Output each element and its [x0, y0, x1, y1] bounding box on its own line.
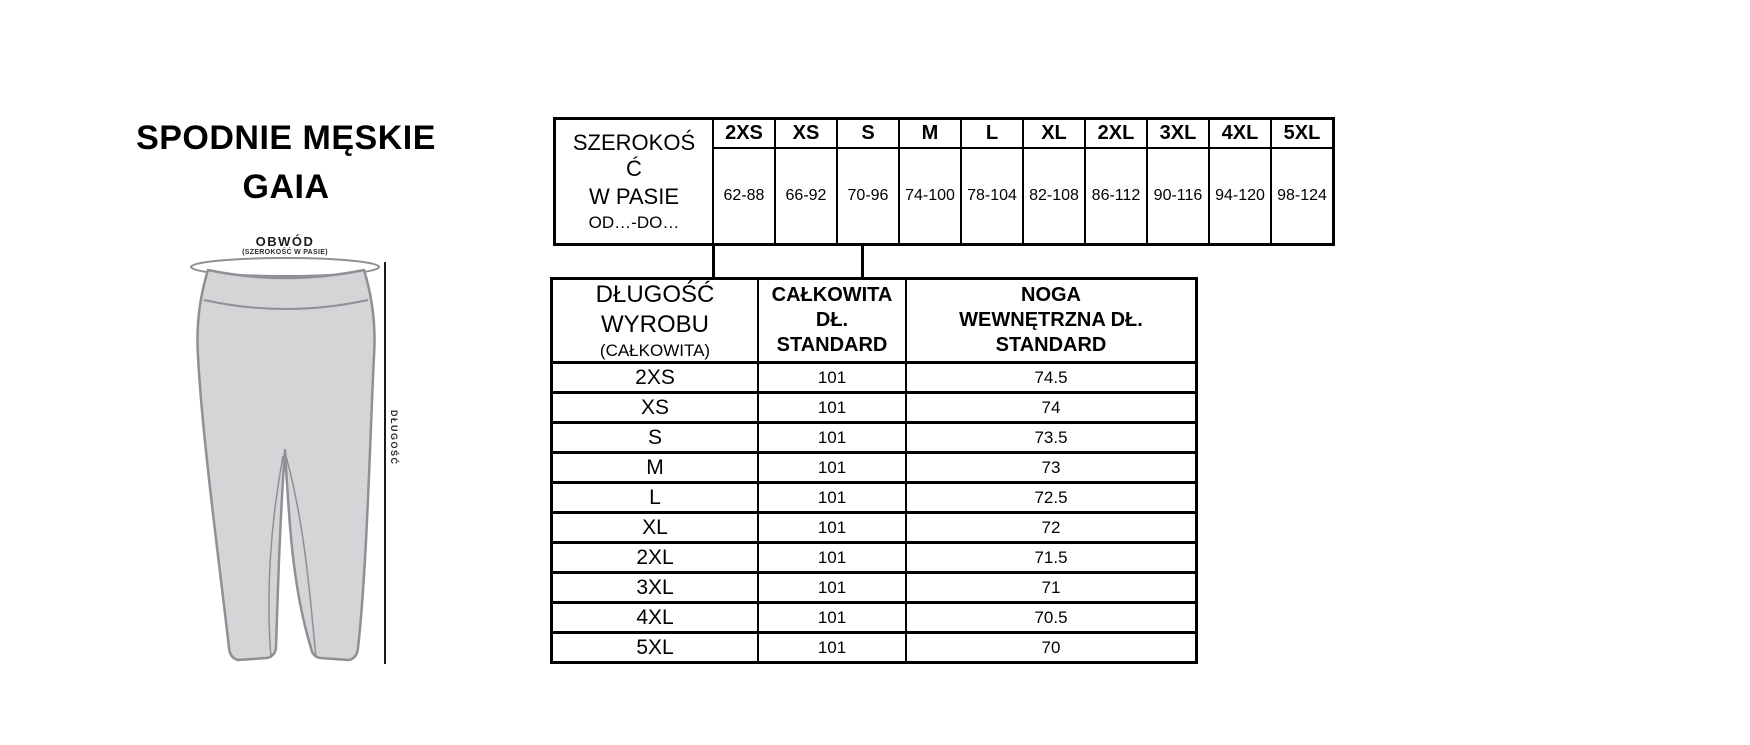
waist-size-table: SZEROKOŚĆ W PASIE OD…-DO… 2XS XS S M L X…	[553, 117, 1335, 246]
right-leg-inner-fold	[285, 455, 317, 659]
waist-range-2xl: 86-112	[1084, 147, 1148, 246]
row-size: 5XL	[550, 631, 759, 664]
row-size: L	[550, 481, 759, 514]
waist-circumference-sublabel: (SZEROKOŚĆ W PASIE)	[242, 249, 328, 256]
waist-ellipse	[190, 257, 380, 277]
size-header-m: M	[898, 117, 962, 149]
table-row: XL 101 72	[550, 511, 1198, 544]
row-size: XL	[550, 511, 759, 544]
size-header-xl: XL	[1022, 117, 1086, 149]
row-inner-leg: 70	[905, 631, 1198, 664]
length-table-col1-header: DŁUGOŚĆ WYROBU (CAŁKOWITA)	[550, 277, 759, 364]
size-header-2xl: 2XL	[1084, 117, 1148, 149]
waist-circumference-label: OBWÓD	[255, 234, 315, 249]
waist-range-s: 70-96	[836, 147, 900, 246]
row-size: 2XL	[550, 541, 759, 574]
table-connector-line-right	[861, 245, 864, 280]
page-title: SPODNIE MĘSKIE GAIA	[96, 114, 476, 212]
row-total-length: 101	[757, 361, 907, 394]
row-inner-leg: 74	[905, 391, 1198, 424]
row-inner-leg: 70.5	[905, 601, 1198, 634]
length-table-header-row: DŁUGOŚĆ WYROBU (CAŁKOWITA) CAŁKOWITA DŁ.…	[550, 277, 1198, 364]
row-size: 2XS	[550, 361, 759, 394]
row-inner-leg: 71	[905, 571, 1198, 604]
length-table-col2-line1: CAŁKOWITA DŁ.	[771, 284, 893, 331]
row-size: M	[550, 451, 759, 484]
row-inner-leg: 74.5	[905, 361, 1198, 394]
length-label: DŁUGOŚĆ	[389, 410, 399, 466]
waist-table-title: SZEROKOŚĆ	[572, 129, 696, 181]
pants-illustration	[190, 257, 386, 664]
size-header-5xl: 5XL	[1270, 117, 1335, 149]
row-inner-leg: 72	[905, 511, 1198, 544]
waist-range-2xs: 62-88	[712, 147, 776, 246]
row-total-length: 101	[757, 421, 907, 454]
pants-silhouette	[196, 268, 376, 662]
size-header-s: S	[836, 117, 900, 149]
pants-measurement-diagram: OBWÓD (SZEROKOŚĆ W PASIE) DŁUGOŚĆ	[172, 234, 404, 684]
waist-range-3xl: 90-116	[1146, 147, 1210, 246]
length-table-col3-line3: STANDARD	[995, 334, 1107, 356]
row-size: 4XL	[550, 601, 759, 634]
left-leg-inner-fold	[268, 455, 284, 659]
table-row: M 101 73	[550, 451, 1198, 484]
length-table-col1-subtitle: (CAŁKOWITA)	[599, 341, 711, 360]
length-table-col3-header: NOGA WEWNĘTRZNA DŁ. STANDARD	[905, 277, 1198, 364]
table-row: 5XL 101 70	[550, 631, 1198, 664]
size-header-2xs: 2XS	[712, 117, 776, 149]
row-total-length: 101	[757, 481, 907, 514]
waist-table-subtitle: W PASIE	[588, 183, 680, 209]
length-table: DŁUGOŚĆ WYROBU (CAŁKOWITA) CAŁKOWITA DŁ.…	[550, 277, 1198, 664]
waist-range-4xl: 94-120	[1208, 147, 1272, 246]
table-row: 2XS 101 74.5	[550, 361, 1198, 394]
page-title-line2: GAIA	[242, 168, 330, 206]
row-inner-leg: 72.5	[905, 481, 1198, 514]
row-total-length: 101	[757, 391, 907, 424]
waist-range-xs: 66-92	[774, 147, 838, 246]
row-size: S	[550, 421, 759, 454]
length-table-col3-line1: NOGA	[1021, 284, 1081, 306]
waist-table-range-row: 62-88 66-92 70-96 74-100 78-104 82-108 8…	[555, 147, 1335, 246]
waist-table-size-row: SZEROKOŚĆ W PASIE OD…-DO… 2XS XS S M L X…	[553, 117, 1335, 246]
size-header-3xl: 3XL	[1146, 117, 1210, 149]
row-total-length: 101	[757, 631, 907, 664]
row-size: 3XL	[550, 571, 759, 604]
row-inner-leg: 73	[905, 451, 1198, 484]
length-table-col1-title: DŁUGOŚĆ WYROBU	[595, 281, 715, 338]
waist-range-5xl: 98-124	[1270, 147, 1335, 246]
waist-range-m: 74-100	[898, 147, 962, 246]
row-inner-leg: 71.5	[905, 541, 1198, 574]
table-row: S 101 73.5	[550, 421, 1198, 454]
table-row: L 101 72.5	[550, 481, 1198, 514]
table-connector-line-left	[712, 245, 715, 280]
table-row: 4XL 101 70.5	[550, 601, 1198, 634]
size-header-xs: XS	[774, 117, 838, 149]
row-size: XS	[550, 391, 759, 424]
table-row: XS 101 74	[550, 391, 1198, 424]
waist-range-l: 78-104	[960, 147, 1024, 246]
length-table-col2-line2: STANDARD	[776, 334, 888, 356]
length-table-col3-line2: WEWNĘTRZNA DŁ.	[959, 309, 1143, 331]
row-inner-leg: 73.5	[905, 421, 1198, 454]
page-title-line1: SPODNIE MĘSKIE	[136, 119, 436, 157]
size-header-4xl: 4XL	[1208, 117, 1272, 149]
waist-range-xl: 82-108	[1022, 147, 1086, 246]
row-total-length: 101	[757, 601, 907, 634]
waist-table-header-cell: SZEROKOŚĆ W PASIE OD…-DO…	[553, 117, 714, 246]
row-total-length: 101	[757, 571, 907, 604]
row-total-length: 101	[757, 451, 907, 484]
waistband-seam	[203, 299, 369, 310]
row-total-length: 101	[757, 541, 907, 574]
table-row: 2XL 101 71.5	[550, 541, 1198, 574]
table-row: 3XL 101 71	[550, 571, 1198, 604]
size-header-l: L	[960, 117, 1024, 149]
waist-table-range-hint: OD…-DO…	[588, 212, 680, 232]
length-table-col2-header: CAŁKOWITA DŁ. STANDARD	[757, 277, 907, 364]
row-total-length: 101	[757, 511, 907, 544]
